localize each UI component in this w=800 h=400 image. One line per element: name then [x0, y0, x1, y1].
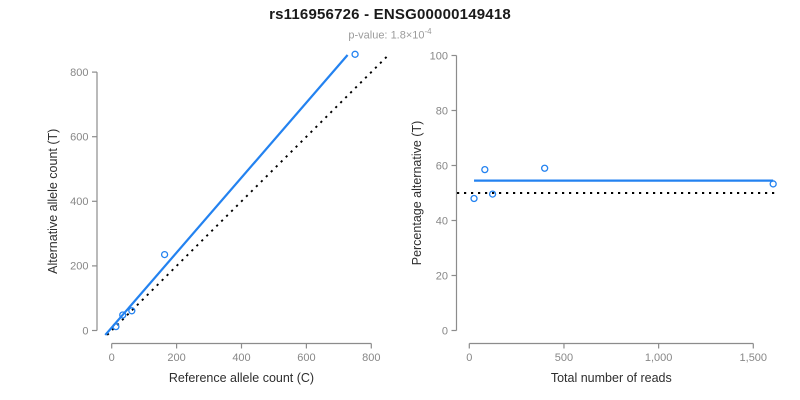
identity-line	[106, 54, 389, 336]
x-axis-title: Reference allele count (C)	[169, 371, 314, 385]
data-point	[351, 50, 359, 58]
x-tick-label: 1,000	[645, 352, 673, 364]
y-tick-label: 0	[442, 325, 448, 337]
y-tick-label: 800	[70, 67, 88, 79]
data-point	[769, 180, 777, 188]
y-axis-title: Percentage alternative (T)	[410, 121, 424, 266]
data-point	[119, 311, 127, 319]
y-tick-label: 80	[436, 105, 448, 117]
pvalue-subtitle: p-value: 1.8×10-4	[0, 27, 780, 42]
y-tick-label: 60	[436, 160, 448, 172]
left-plot: 0 200 400 600 800 0 200 400 600 800 Reference alle…	[46, 50, 389, 385]
data-point	[470, 194, 478, 203]
x-tick-label: 200	[167, 352, 185, 364]
x-tick-label: 800	[362, 352, 380, 364]
y-tick-label: 400	[70, 196, 88, 208]
data-point	[112, 322, 120, 331]
pvalue-mantissa: 1.8×10	[390, 29, 425, 42]
y-tick-label: 20	[436, 270, 448, 282]
x-tick-label: 0	[109, 352, 115, 364]
x-tick-label: 600	[297, 352, 315, 364]
page-title: rs116956726 - ENSG00000149418	[269, 6, 511, 23]
x-tick-label: 500	[555, 352, 573, 364]
y-tick-label: 0	[82, 325, 88, 337]
fit-line	[104, 54, 349, 336]
x-tick-label: 400	[232, 352, 250, 364]
x-tick-label: 1,500	[740, 352, 768, 364]
data-point	[160, 250, 169, 259]
pvalue-label: p-value:	[348, 29, 391, 42]
data-point	[541, 164, 549, 172]
data-point	[128, 307, 136, 315]
x-tick-label: 0	[466, 352, 472, 364]
y-axis-title: Alternative allele count (T)	[46, 129, 60, 274]
y-tick-label: 200	[70, 261, 88, 273]
x-axis-title: Total number of reads	[551, 371, 672, 385]
y-tick-label: 40	[436, 215, 448, 227]
data-point	[481, 165, 489, 174]
right-plot: 0 500 1,000 1,500 0 20 40 60 80 100 Total number o…	[410, 50, 777, 385]
data-point	[488, 190, 497, 198]
pvalue-exponent: -4	[424, 27, 432, 36]
y-tick-label: 100	[430, 50, 448, 62]
y-tick-label: 600	[70, 132, 88, 144]
